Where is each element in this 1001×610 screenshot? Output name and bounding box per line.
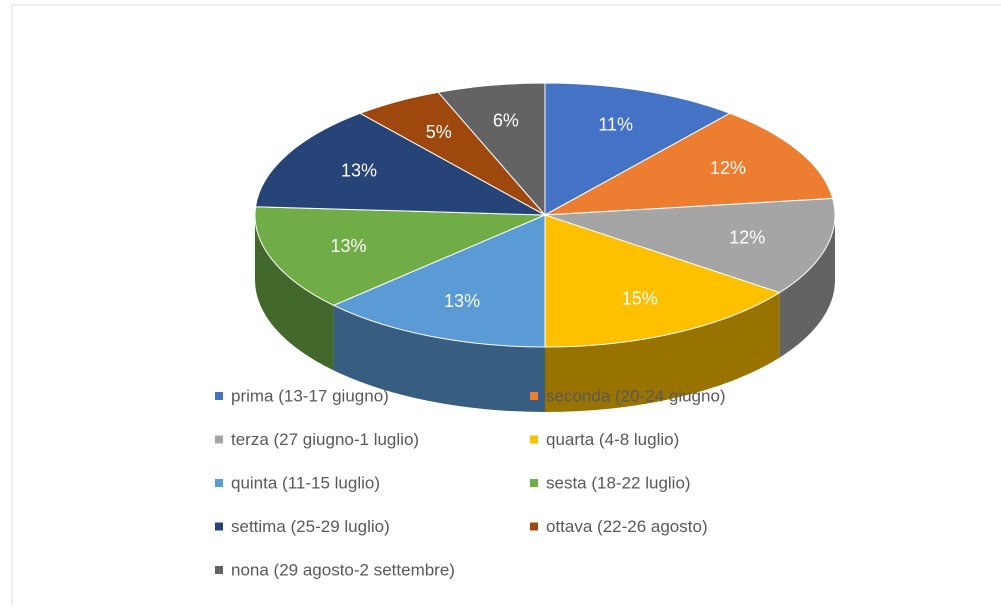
legend-label: terza (27 giugno-1 luglio) xyxy=(231,430,419,449)
legend-swatch xyxy=(215,435,223,444)
legend-swatch xyxy=(530,479,538,487)
legend-swatch xyxy=(530,392,538,400)
slice-side xyxy=(779,215,835,358)
data-label: 13% xyxy=(341,161,377,181)
legend-label: ottava (22-26 agosto) xyxy=(546,517,708,536)
slice xyxy=(254,112,546,216)
legend-swatch xyxy=(215,566,223,574)
legend-swatch xyxy=(215,522,223,531)
legend-label: settima (25-29 luglio) xyxy=(231,517,390,536)
data-label: 11% xyxy=(598,114,633,134)
slice xyxy=(254,206,546,306)
data-label: 12% xyxy=(710,158,746,178)
legend-swatch xyxy=(530,522,538,531)
slice-side xyxy=(333,305,545,413)
slice xyxy=(332,214,546,348)
data-label: 12% xyxy=(729,227,765,247)
data-label: 13% xyxy=(331,236,367,256)
legend-label: quinta (11-15 luglio) xyxy=(231,473,380,492)
data-label: 5% xyxy=(426,122,452,142)
slice xyxy=(544,82,732,216)
legend-label: seconda (20-24 giugno) xyxy=(546,386,726,405)
data-label: 6% xyxy=(493,110,519,130)
slice xyxy=(544,214,781,348)
legend-label: nona (29 agosto-2 settembre) xyxy=(231,560,455,579)
slice xyxy=(544,112,834,216)
legend-swatch xyxy=(215,479,223,487)
data-label: 15% xyxy=(622,288,658,308)
legend-label: sesta (18-22 luglio) xyxy=(546,473,691,492)
legend-label: prima (13-17 giugno) xyxy=(231,386,389,405)
slice-side xyxy=(545,292,780,413)
data-label: 13% xyxy=(444,291,480,311)
slice-side xyxy=(255,215,334,371)
legend-swatch xyxy=(215,392,223,400)
legend-swatch xyxy=(530,435,538,444)
slice xyxy=(544,197,836,294)
slice xyxy=(437,82,546,217)
legend-label: quarta (4-8 luglio) xyxy=(546,430,679,449)
